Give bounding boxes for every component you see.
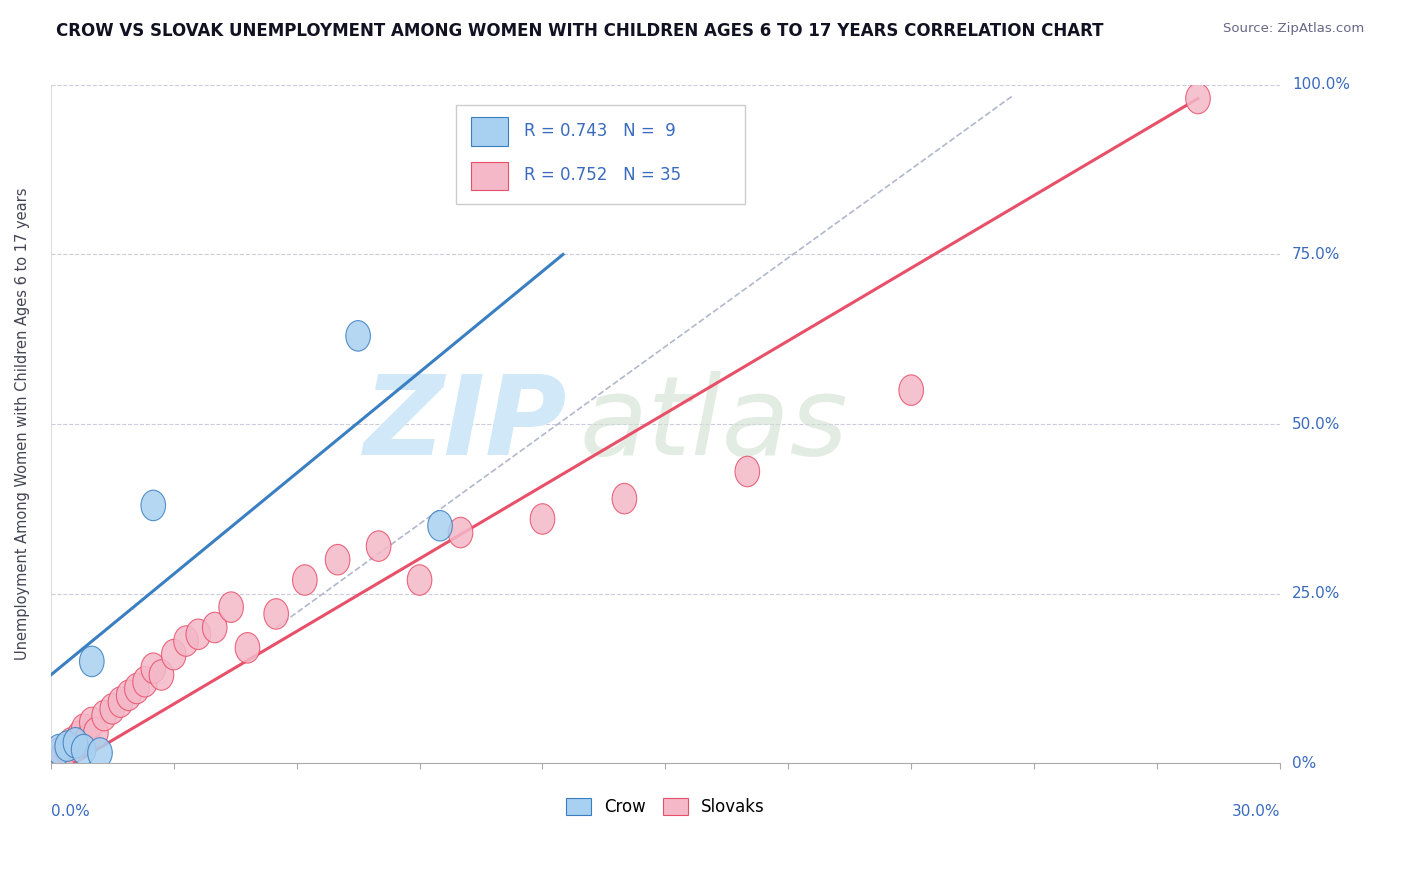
Text: 75.0%: 75.0% <box>1292 247 1340 262</box>
Ellipse shape <box>264 599 288 629</box>
Ellipse shape <box>186 619 211 649</box>
Text: ZIP: ZIP <box>364 370 567 477</box>
Text: 30.0%: 30.0% <box>1232 804 1279 819</box>
Ellipse shape <box>76 724 100 755</box>
Ellipse shape <box>367 531 391 561</box>
Ellipse shape <box>46 738 72 768</box>
Text: atlas: atlas <box>579 370 848 477</box>
Ellipse shape <box>735 456 759 487</box>
Text: 0.0%: 0.0% <box>51 804 90 819</box>
Ellipse shape <box>87 738 112 768</box>
Text: R = 0.752   N = 35: R = 0.752 N = 35 <box>524 166 681 184</box>
Ellipse shape <box>67 721 91 751</box>
Ellipse shape <box>202 612 226 643</box>
Ellipse shape <box>408 565 432 595</box>
Ellipse shape <box>292 565 318 595</box>
Ellipse shape <box>91 700 117 731</box>
Ellipse shape <box>898 375 924 405</box>
Ellipse shape <box>427 510 453 541</box>
Ellipse shape <box>55 734 80 764</box>
Ellipse shape <box>174 626 198 657</box>
Ellipse shape <box>235 632 260 663</box>
FancyBboxPatch shape <box>471 118 508 146</box>
Ellipse shape <box>612 483 637 514</box>
Ellipse shape <box>51 741 76 772</box>
Ellipse shape <box>162 640 186 670</box>
Ellipse shape <box>325 544 350 575</box>
Text: Source: ZipAtlas.com: Source: ZipAtlas.com <box>1223 22 1364 36</box>
Ellipse shape <box>141 653 166 683</box>
Ellipse shape <box>530 504 555 534</box>
Ellipse shape <box>132 666 157 697</box>
Text: 50.0%: 50.0% <box>1292 417 1340 432</box>
Ellipse shape <box>83 717 108 747</box>
FancyBboxPatch shape <box>457 105 745 203</box>
Ellipse shape <box>141 491 166 521</box>
Text: R = 0.743   N =  9: R = 0.743 N = 9 <box>524 122 676 140</box>
Ellipse shape <box>449 517 472 548</box>
Ellipse shape <box>63 731 87 762</box>
Ellipse shape <box>149 660 174 690</box>
Ellipse shape <box>72 714 96 745</box>
Ellipse shape <box>46 734 72 764</box>
Ellipse shape <box>125 673 149 704</box>
Legend: Crow, Slovaks: Crow, Slovaks <box>560 791 772 822</box>
Text: 25.0%: 25.0% <box>1292 586 1340 601</box>
Ellipse shape <box>108 687 132 717</box>
FancyBboxPatch shape <box>471 161 508 190</box>
Ellipse shape <box>80 646 104 677</box>
Text: 0%: 0% <box>1292 756 1316 771</box>
Ellipse shape <box>219 592 243 623</box>
Ellipse shape <box>1185 83 1211 114</box>
Text: CROW VS SLOVAK UNEMPLOYMENT AMONG WOMEN WITH CHILDREN AGES 6 TO 17 YEARS CORRELA: CROW VS SLOVAK UNEMPLOYMENT AMONG WOMEN … <box>56 22 1104 40</box>
Ellipse shape <box>346 320 370 351</box>
Ellipse shape <box>59 728 83 758</box>
Ellipse shape <box>72 734 96 764</box>
Ellipse shape <box>117 680 141 711</box>
Ellipse shape <box>80 707 104 738</box>
Ellipse shape <box>55 731 80 762</box>
Y-axis label: Unemployment Among Women with Children Ages 6 to 17 years: Unemployment Among Women with Children A… <box>15 188 30 660</box>
Text: 100.0%: 100.0% <box>1292 78 1350 93</box>
Ellipse shape <box>100 694 125 724</box>
Ellipse shape <box>63 728 87 758</box>
